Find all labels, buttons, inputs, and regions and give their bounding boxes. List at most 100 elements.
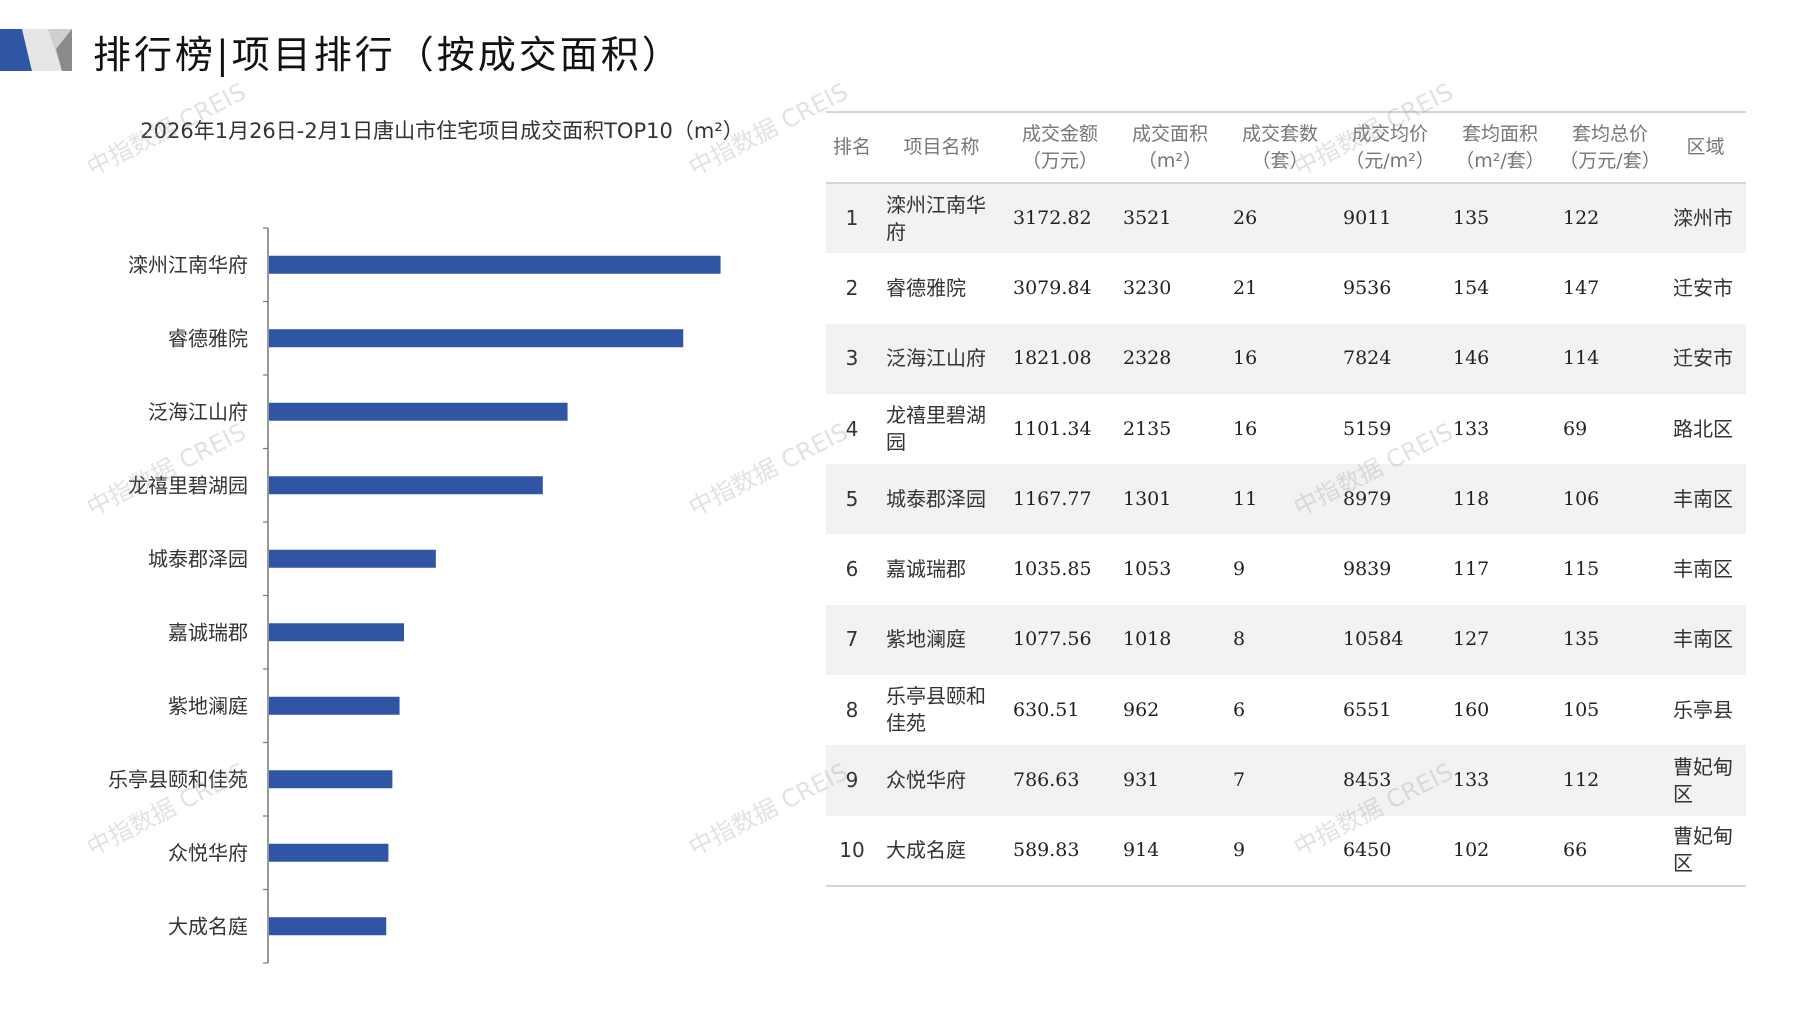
table-cell: 睿德雅院: [886, 275, 966, 300]
column-header: 排名: [826, 111, 878, 184]
table-cell: 8453: [1335, 745, 1445, 816]
table-cell: 147: [1563, 276, 1600, 299]
table-cell: 115: [1563, 558, 1600, 581]
bar: [269, 549, 436, 568]
header-text: 成交均价: [1351, 122, 1428, 145]
table-cell: 3172.82: [1005, 183, 1115, 254]
table-cell: 7: [1225, 745, 1335, 816]
table-cell: 127: [1445, 604, 1555, 676]
category-label: 紫地澜庭: [168, 694, 248, 718]
table-cell: 9: [826, 745, 878, 816]
table-cell: 133: [1445, 745, 1555, 816]
table-cell: 1077.56: [1005, 604, 1115, 676]
column-header: 成交套数 （套）: [1225, 111, 1335, 184]
table-cell: 泛海江山府: [878, 323, 1005, 394]
table-cell: 135: [1555, 604, 1665, 676]
table-cell: 26: [1225, 183, 1335, 254]
table-cell: 8: [845, 697, 859, 722]
header-text: （m²/套）: [1455, 149, 1545, 172]
table-row: 4 龙禧里碧湖园 1101.34 2135 16 5159 133 69 路北区: [826, 394, 1746, 464]
table-cell: 786.63: [1005, 745, 1115, 816]
table-cell: 160: [1453, 698, 1490, 721]
category-label: 滦州江南华府: [128, 253, 248, 277]
bar: [269, 255, 721, 274]
table-cell: 紫地澜庭: [878, 604, 1005, 676]
header-text: 区域: [1686, 136, 1725, 158]
ranking-table: 排名 项目名称 成交金额 （万元） 成交面积 （m²） 成交套数 （套） 成交均价 （元/m²） 套…: [826, 111, 1746, 887]
table-cell: 154: [1453, 276, 1490, 299]
category-label: 嘉诚瑞郡: [168, 620, 248, 644]
section-logo-icon: [0, 29, 72, 71]
table-cell: 146: [1445, 323, 1555, 394]
table-cell: 114: [1555, 323, 1665, 394]
table-cell: 2328: [1115, 323, 1225, 394]
header-text: （元/m²）: [1345, 149, 1435, 172]
table-cell: 2: [845, 275, 859, 300]
table-cell: 6450: [1335, 815, 1445, 887]
table-cell: 龙禧里碧湖园: [886, 403, 986, 455]
table-cell: 城泰郡泽园: [878, 464, 1005, 535]
table-cell: 6: [845, 557, 859, 582]
table-cell: 5159: [1343, 417, 1392, 440]
bar-chart: 滦州江南华府睿德雅院泛海江山府龙禧里碧湖园城泰郡泽园嘉诚瑞郡紫地澜庭乐亭县颐和佳…: [108, 227, 721, 964]
header-text: 成交套数: [1241, 122, 1318, 145]
bar: [269, 329, 684, 348]
table-row: 10 大成名庭 589.83 914 9 6450 102 66 曹妃甸区: [826, 815, 1746, 887]
table-cell: 丰南区: [1665, 464, 1746, 535]
category-label: 乐亭县颐和佳苑: [108, 767, 248, 791]
table-cell: 5: [826, 464, 878, 535]
table-cell: 1167.77: [1005, 464, 1115, 535]
table-row: 5 城泰郡泽园 1167.77 1301 11 8979 118 106 丰南区: [826, 464, 1746, 535]
bar: [269, 843, 389, 862]
table-cell: 1: [826, 183, 878, 254]
table-cell: 迁安市: [1673, 275, 1733, 300]
table-cell: 9: [1225, 815, 1335, 887]
table-cell: 9536: [1343, 276, 1392, 299]
table-cell: 3521: [1115, 183, 1225, 254]
table-cell: 曹妃甸区: [1665, 815, 1746, 887]
table-cell: 21: [1233, 276, 1258, 299]
table-cell: 106: [1555, 464, 1665, 535]
table-cell: 众悦华府: [878, 745, 1005, 816]
category-label: 城泰郡泽园: [148, 547, 248, 571]
table-cell: 4: [845, 416, 859, 441]
header-text: （m²）: [1137, 149, 1203, 172]
table-cell: 路北区: [1673, 416, 1733, 441]
header-text: （万元/套）: [1559, 149, 1661, 172]
table-cell: 迁安市: [1665, 323, 1746, 394]
header-text: 排名: [832, 136, 871, 158]
table-cell: 3: [826, 323, 878, 394]
table-cell: 135: [1445, 183, 1555, 254]
table-cell: 122: [1555, 183, 1665, 254]
table-cell: 1301: [1115, 464, 1225, 535]
category-label: 睿德雅院: [168, 326, 248, 350]
category-label: 泛海江山府: [148, 400, 248, 424]
table-cell: 9011: [1335, 183, 1445, 254]
header-text: 成交面积: [1131, 122, 1208, 145]
table-cell: 931: [1115, 745, 1225, 816]
category-label: 众悦华府: [168, 841, 248, 865]
header-text: 套均面积: [1461, 122, 1538, 145]
table-cell: 乐亭县颐和佳苑: [886, 684, 986, 736]
table-row: 7 紫地澜庭 1077.56 1018 8 10584 127 135 丰南区: [826, 604, 1746, 676]
bar: [269, 696, 400, 715]
table-cell: 9: [1233, 558, 1246, 581]
column-header: 成交金额 （万元）: [1005, 111, 1115, 184]
table-row: 9 众悦华府 786.63 931 7 8453 133 112 曹妃甸区: [826, 745, 1746, 816]
table-cell: 117: [1453, 558, 1490, 581]
table-row: 3 泛海江山府 1821.08 2328 16 7824 146 114 迁安市: [826, 323, 1746, 394]
table-cell: 丰南区: [1673, 557, 1733, 582]
table-row: 1 滦州江南华府 3172.82 3521 26 9011 135 122 滦州市: [826, 183, 1746, 254]
chart-title: 2026年1月26日-2月1日唐山市住宅项目成交面积TOP10（m²）: [140, 119, 744, 143]
table-cell: 滦州江南华府: [878, 183, 1005, 254]
table-cell: 乐亭县: [1673, 697, 1733, 722]
table-cell: 16: [1225, 323, 1335, 394]
table-cell: 630.51: [1013, 698, 1080, 721]
table-row: 6 嘉诚瑞郡 1035.85 1053 9 9839 117 115 丰南区: [826, 534, 1746, 604]
column-header: 成交均价 （元/m²）: [1335, 111, 1445, 184]
page-title: 排行榜|项目排行（按成交面积）: [93, 33, 683, 77]
table-cell: 1035.85: [1013, 558, 1092, 581]
table-cell: 滦州市: [1665, 183, 1746, 254]
table-cell: 1018: [1115, 604, 1225, 676]
table-cell: 105: [1563, 698, 1600, 721]
